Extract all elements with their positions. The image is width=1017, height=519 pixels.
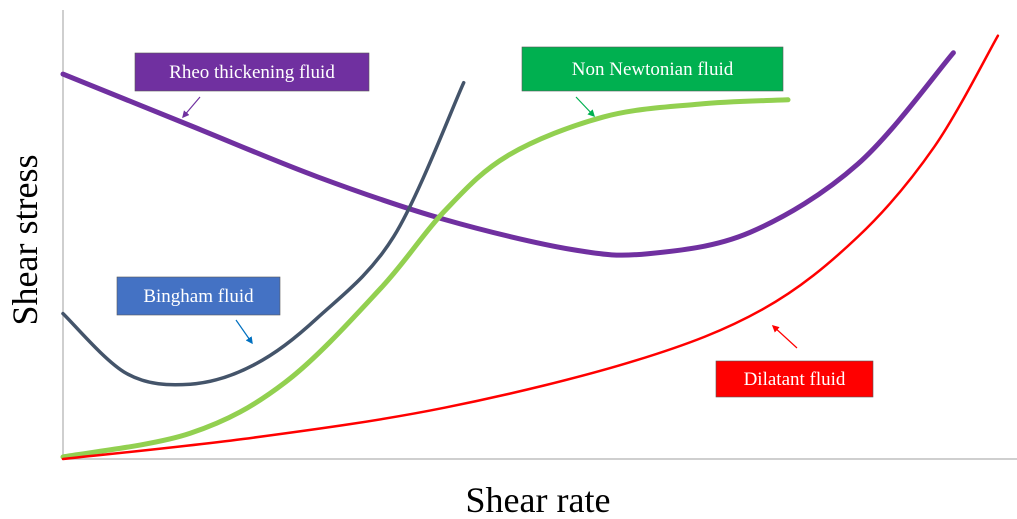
y-axis-title: Shear stress (5, 155, 45, 326)
series-line-rheo-thickening-fluid (60, 50, 956, 258)
label-text-rheo-thickening-fluid: Rheo thickening fluid (169, 62, 335, 83)
series-line-bingham-fluid (61, 80, 466, 387)
label-text-dilatant-fluid: Dilatant fluid (744, 369, 846, 390)
series-line-non-newtonian-fluid (60, 97, 791, 460)
x-axis-title: Shear rate (466, 480, 611, 519)
label-text-non-newtonian-fluid: Non Newtonian fluid (572, 59, 734, 80)
label-arrow-non-newtonian-fluid (575, 96, 595, 118)
label-text-bingham-fluid: Bingham fluid (143, 286, 254, 307)
label-box-dilatant-fluid (715, 360, 874, 398)
label-box-bingham-fluid (116, 276, 281, 316)
label-arrow-dilatant-fluid (771, 325, 798, 349)
label-arrow-bingham-fluid (235, 319, 253, 345)
labels-group: Rheo thickening fluid Non Newtonian fluid… (116, 46, 874, 398)
label-box-non-newtonian-fluid (521, 46, 784, 92)
curves-group (60, 34, 1000, 461)
series-line-dilatant-fluid (61, 34, 1000, 461)
label-box-rheo-thickening-fluid (134, 52, 370, 92)
label-arrow-rheo-thickening-fluid (182, 96, 201, 119)
